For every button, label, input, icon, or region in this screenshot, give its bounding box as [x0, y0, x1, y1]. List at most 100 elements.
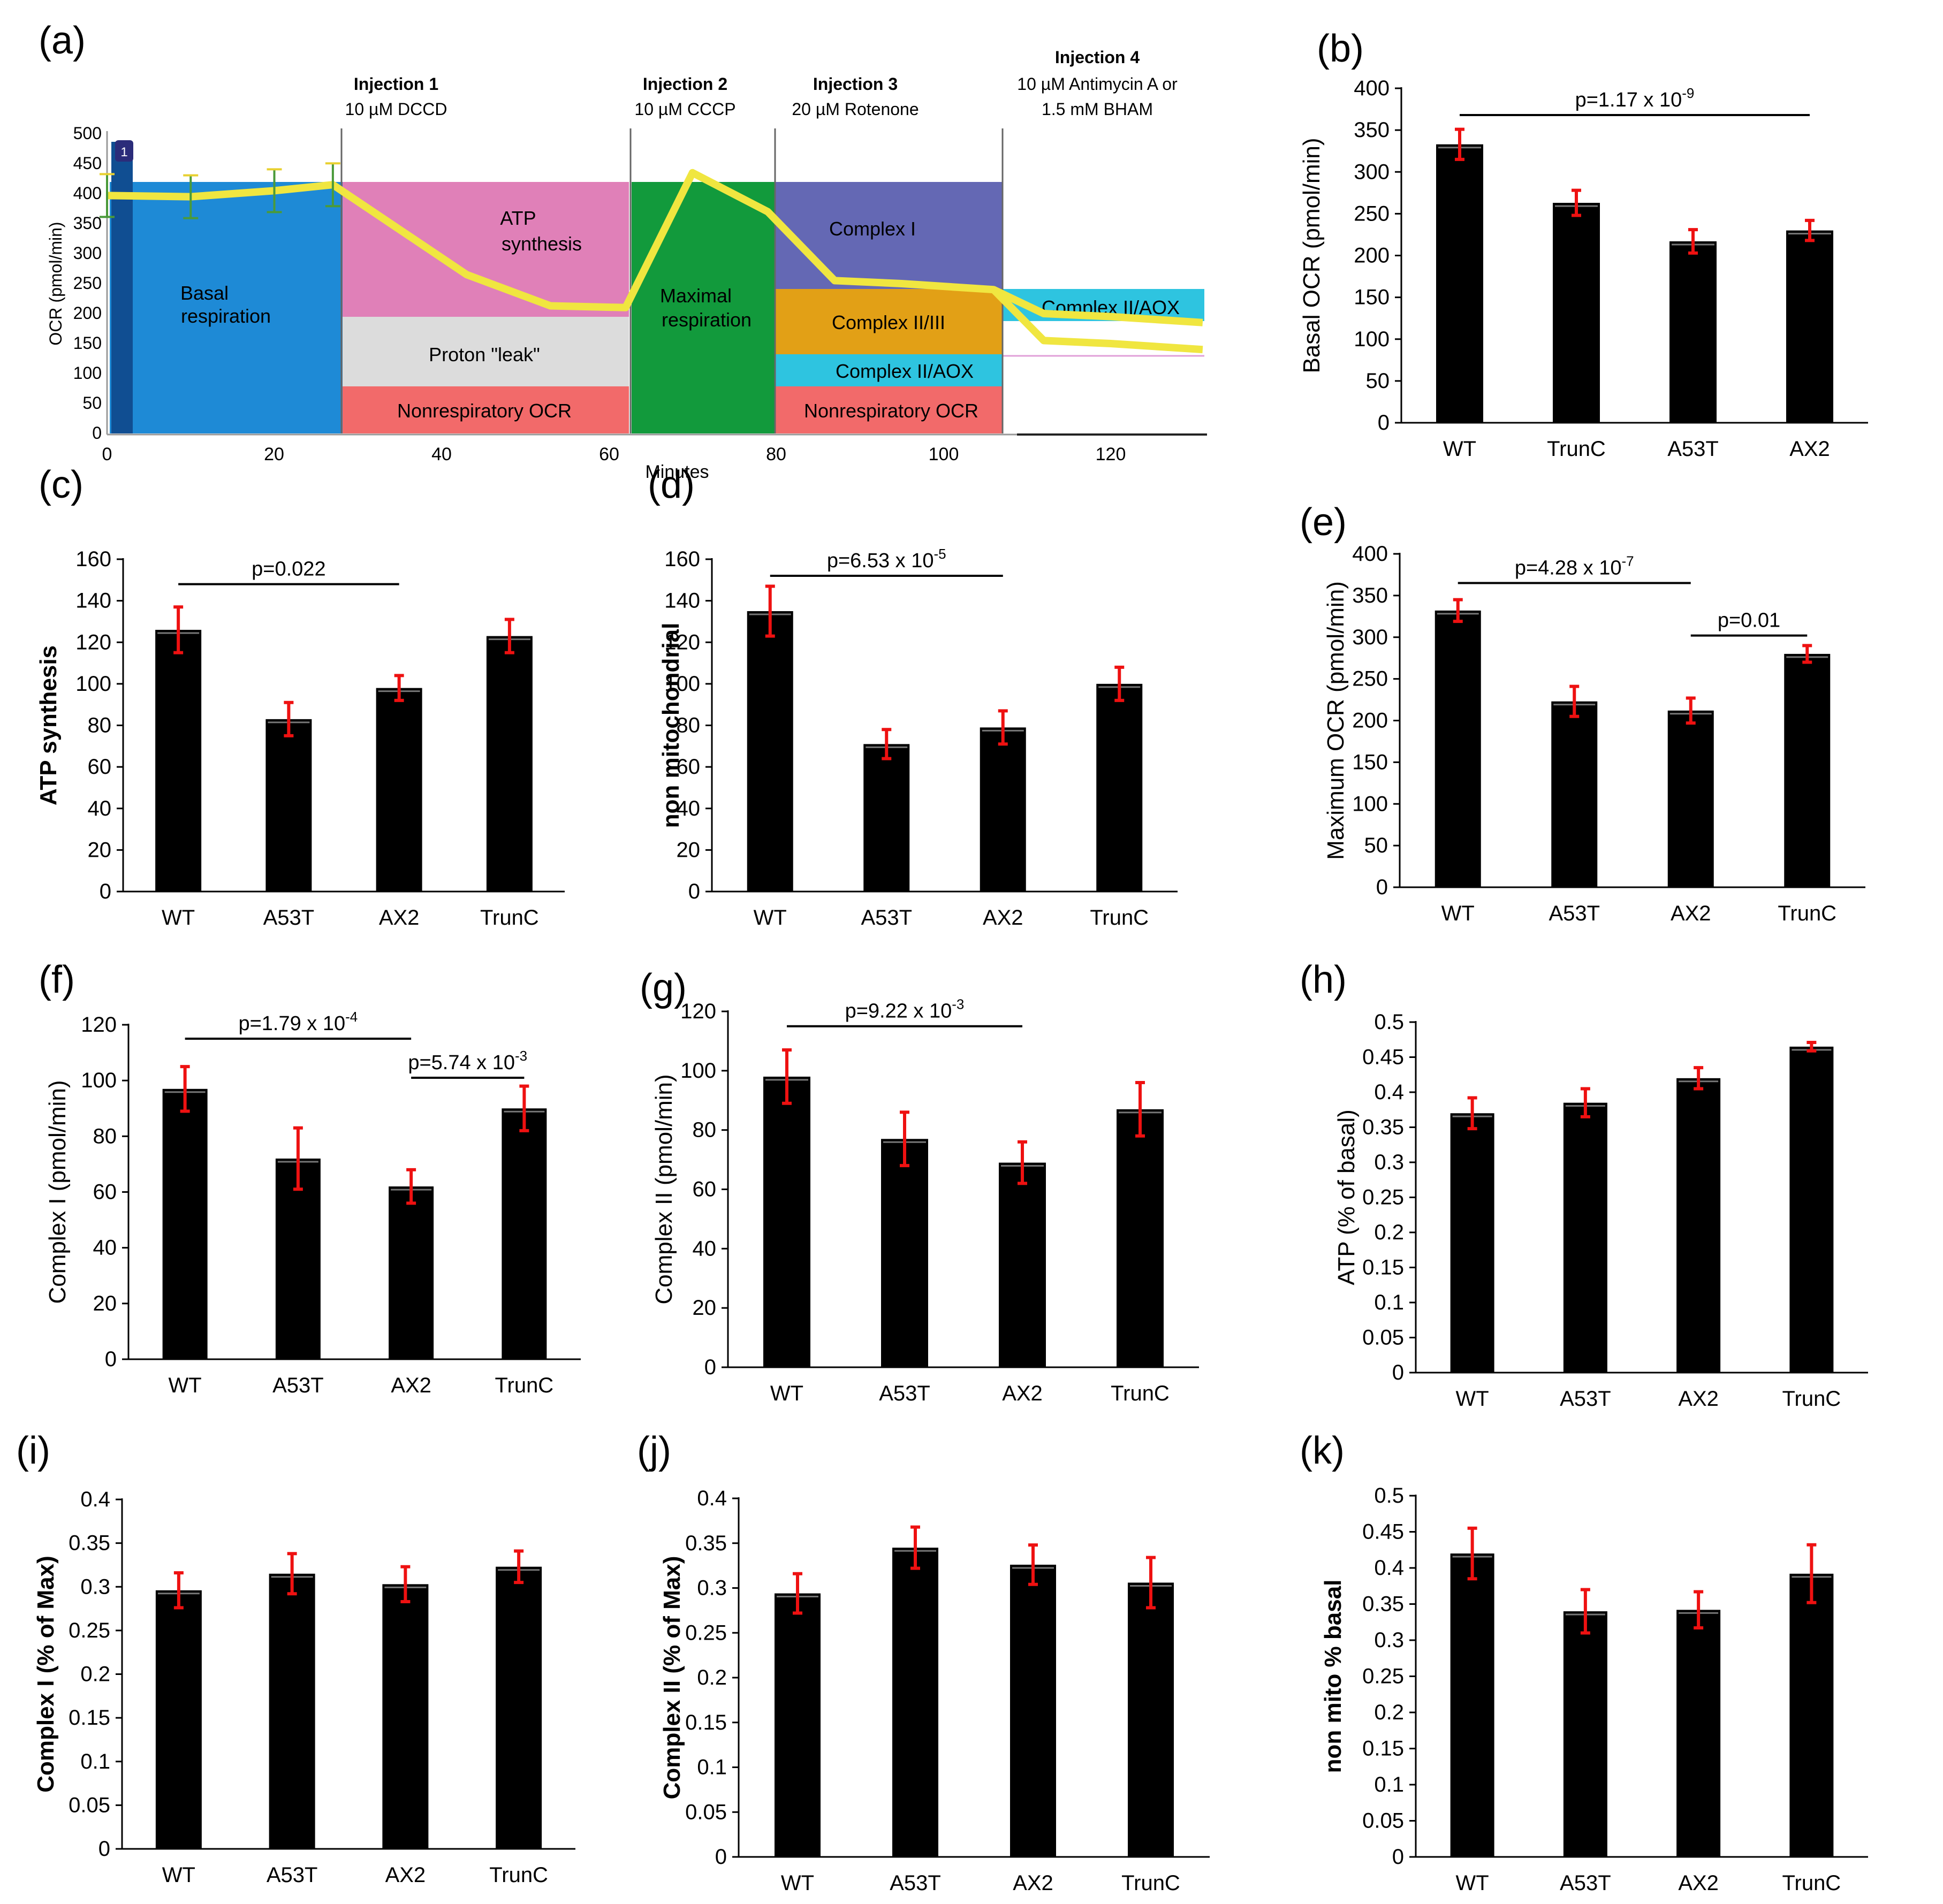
- bar: [382, 1584, 429, 1849]
- category-label: TrunC: [1121, 1871, 1180, 1895]
- category-label: WT: [1441, 902, 1475, 925]
- y-tick-label: 40: [677, 797, 701, 820]
- category-label: WT: [781, 1871, 814, 1895]
- y-tick: 150: [73, 333, 102, 353]
- category-label: A53T: [267, 1863, 318, 1887]
- bar: [1786, 230, 1833, 423]
- region-leak: [343, 317, 629, 386]
- bar: [1128, 1582, 1174, 1857]
- y-tick-label: 100: [1352, 792, 1388, 816]
- y-tick-label: 0.1: [1374, 1773, 1404, 1796]
- y-tick-label: 0.2: [80, 1663, 110, 1686]
- region-label-basal: Basal: [180, 282, 229, 304]
- y-tick-label: 150: [1352, 750, 1388, 774]
- region-atp: [343, 182, 629, 317]
- bar: [1676, 1078, 1721, 1373]
- y-tick-label: 0.2: [697, 1666, 727, 1689]
- panel-a-y-ticks: 500 450 400 350 300 250 200 150 100 50 0: [73, 124, 102, 443]
- p-value-label: p=1.17 x 10-9: [1575, 85, 1695, 111]
- bar: [775, 1593, 821, 1857]
- y-tick-label: 0.35: [1362, 1116, 1404, 1139]
- region-label-maximal: Maximal: [660, 285, 732, 307]
- region-label-atp: ATP: [500, 207, 536, 229]
- bar: [265, 719, 312, 892]
- category-label: AX2: [1678, 1871, 1719, 1895]
- y-tick-label: 20: [88, 838, 112, 862]
- y-tick-label: 0: [1376, 875, 1388, 899]
- y-axis-label: ATP synthesis: [35, 645, 62, 805]
- y-tick: 450: [73, 154, 102, 173]
- panel-j: (j) 0 0.05 0.1 0.15 0.2 0.25 0.3 0.35 0.4 Complex …: [637, 1429, 1210, 1895]
- y-tick-label: 140: [664, 589, 700, 613]
- bar: [1551, 701, 1598, 887]
- p-value-label: p=9.22 x 10-3: [845, 996, 965, 1023]
- y-tick: 50: [82, 393, 102, 413]
- y-axis-label: Maximum OCR (pmol/min): [1323, 581, 1349, 860]
- bar: [980, 727, 1026, 892]
- y-tick-label: 50: [1364, 834, 1388, 857]
- category-label: AX2: [385, 1863, 426, 1887]
- y-tick-label: 0: [688, 880, 700, 903]
- category-label: A53T: [1560, 1387, 1611, 1411]
- p-value-label: p=0.01: [1718, 610, 1780, 632]
- x-tick: 20: [264, 444, 284, 464]
- y-tick-label: 60: [93, 1181, 117, 1204]
- panel-label: (d): [648, 463, 695, 506]
- y-tick-label: 0: [1378, 411, 1390, 435]
- y-tick-label: 20: [677, 838, 701, 862]
- category-label: AX2: [1013, 1871, 1053, 1895]
- injection-3-title: Injection 3: [813, 74, 898, 94]
- y-tick-label: 140: [75, 589, 111, 613]
- y-tick-label: 40: [88, 797, 112, 820]
- region-basal-marker: [111, 142, 133, 433]
- y-axis-label: ATP (% of basal): [1333, 1109, 1360, 1285]
- y-tick-label: 400: [1354, 77, 1390, 100]
- injection-2-title: Injection 2: [643, 74, 727, 94]
- bar: [1450, 1553, 1494, 1857]
- y-tick: 0: [92, 423, 102, 443]
- category-label: A53T: [272, 1374, 324, 1397]
- panel-label: (j): [637, 1429, 671, 1472]
- y-tick-label: 0.05: [1362, 1326, 1404, 1350]
- ocr-trace-line: [992, 286, 1203, 326]
- injection-4-title: Injection 4: [1055, 48, 1140, 67]
- y-tick-label: 0.25: [69, 1619, 110, 1642]
- y-tick-label: 40: [693, 1237, 717, 1260]
- panel-f: (f) 0 20 40 60 80 100 120 Complex I (pmol/min) WT…: [39, 958, 581, 1397]
- y-tick-label: 120: [664, 630, 700, 654]
- category-label: WT: [1443, 437, 1476, 461]
- injection-3-detail: 20 µM Rotenone: [792, 100, 919, 119]
- y-tick-label: 0.5: [1374, 1010, 1404, 1034]
- region-label-complex1: Complex I: [829, 218, 916, 240]
- panel-i: (i) 0 0.05 0.1 0.15 0.2 0.25 0.3 0.35 0.4 Complex …: [16, 1429, 575, 1887]
- panel-b: (b) 0 50 100 150 200 250 300 350 400 Basal OCR (pm…: [1299, 27, 1868, 461]
- bar: [162, 1088, 208, 1359]
- panel-label: (g): [640, 966, 687, 1009]
- y-tick-label: 0.1: [1374, 1291, 1404, 1314]
- bar: [269, 1573, 315, 1849]
- y-tick-label: 120: [75, 630, 111, 654]
- y-tick-label: 0: [1392, 1361, 1404, 1384]
- bar: [1789, 1046, 1834, 1373]
- category-label: TrunC: [1547, 437, 1606, 461]
- y-tick-label: 350: [1354, 118, 1390, 142]
- y-tick-label: 200: [1352, 709, 1388, 733]
- region-label-complex-aox: Complex II/AOX: [836, 360, 974, 382]
- y-tick-label: 160: [75, 547, 111, 571]
- y-axis-label: Complex I (pmol/min): [44, 1080, 71, 1304]
- y-tick: 300: [73, 243, 102, 263]
- bar: [1563, 1102, 1607, 1373]
- y-tick-label: 150: [1354, 286, 1390, 309]
- injection-4-detail: 10 µM Antimycin A or: [1017, 74, 1178, 94]
- ocr-trace: [100, 162, 1203, 354]
- panel-d: (d) 0 20 40 60 80 100 120 140 160 non mitochondria…: [648, 463, 1178, 930]
- category-label: AX2: [1671, 902, 1711, 925]
- x-tick: 120: [1096, 444, 1126, 464]
- category-label: WT: [162, 1863, 195, 1887]
- bar: [1784, 653, 1831, 887]
- panel-label: (c): [39, 463, 84, 506]
- y-tick: 200: [73, 303, 102, 323]
- category-label: A53T: [879, 1382, 930, 1405]
- y-tick-label: 0.25: [1362, 1186, 1404, 1209]
